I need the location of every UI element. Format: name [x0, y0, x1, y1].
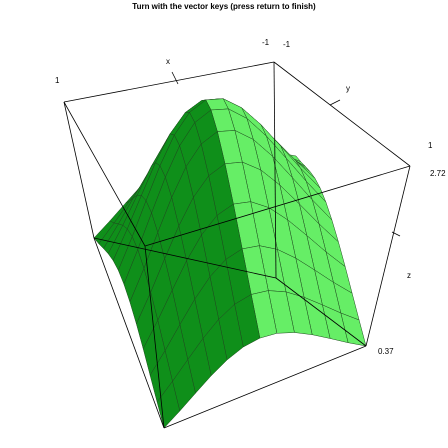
bounding-box — [63, 61, 411, 429]
y-tick-label: 1 — [428, 141, 433, 150]
box-edge — [63, 101, 95, 239]
box-edge — [144, 165, 411, 247]
box-edge — [275, 277, 367, 347]
axis-tick — [391, 231, 401, 237]
y-tick-label: -1 — [283, 40, 291, 49]
z-axis-label: z — [407, 271, 411, 280]
box-edge — [365, 165, 411, 347]
box-edge — [93, 237, 165, 429]
chart-title: Turn with the vector keys (press return … — [132, 2, 316, 11]
box-edge — [273, 61, 277, 279]
x-axis-label: x — [166, 57, 170, 66]
x-tick-label: 1 — [55, 76, 60, 85]
box-edge — [273, 61, 411, 167]
box-edge — [144, 245, 165, 429]
box-edge — [63, 101, 146, 247]
x-tick-label: -1 — [262, 38, 270, 47]
box-edge — [163, 345, 367, 429]
y-axis-label: y — [346, 84, 350, 93]
z-tick-label: 2.72 — [430, 169, 446, 178]
z-tick-label: 0.37 — [378, 347, 394, 356]
box-edge — [93, 237, 277, 279]
surface-mesh — [93, 98, 367, 429]
box-edge — [63, 61, 275, 103]
axis-tick — [329, 99, 341, 106]
axis-labels: x 1 -1 y -1 1 z 2.72 0.37 — [55, 38, 446, 356]
axis-tick — [171, 71, 179, 85]
